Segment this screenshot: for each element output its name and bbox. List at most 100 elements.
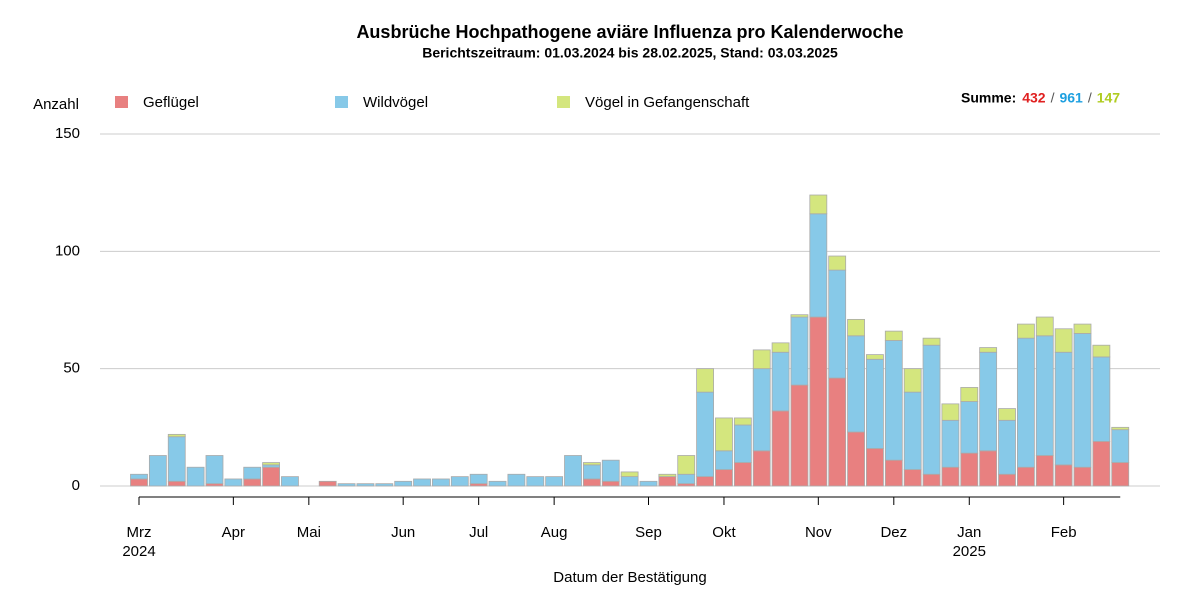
bar-segment — [998, 408, 1016, 421]
bar-segment — [167, 433, 186, 438]
bar-segment — [733, 417, 752, 426]
bar-segment — [167, 436, 186, 482]
x-tick-label: Jun — [391, 524, 415, 541]
bar-segment — [941, 403, 960, 421]
summary-total: 147 — [1097, 90, 1121, 106]
summary-total: 961 — [1059, 90, 1083, 106]
bar-segment — [564, 455, 582, 487]
legend-swatch — [557, 96, 570, 108]
bar-segment — [337, 483, 356, 487]
bar-segment — [356, 483, 375, 487]
bar-segment — [677, 455, 696, 475]
bar-segment — [620, 471, 639, 478]
bar-segment — [828, 377, 847, 487]
bar-segment — [469, 473, 488, 485]
bar-segment — [847, 431, 865, 487]
bar-segment — [205, 455, 224, 485]
summary-separator: / — [1051, 90, 1055, 106]
bar-segment — [960, 401, 979, 454]
y-axis-label: Anzahl — [33, 96, 79, 113]
bar-segment — [715, 417, 733, 452]
x-tick-label: Nov — [805, 524, 832, 541]
bar-segment — [545, 476, 564, 487]
bar-segment — [752, 450, 771, 487]
x-year-label: 2024 — [122, 543, 155, 560]
bar-segment — [696, 368, 714, 393]
bar-segment — [507, 473, 526, 487]
bar-segment — [941, 419, 960, 468]
bar-segment — [658, 476, 677, 487]
bar-segment — [130, 478, 148, 487]
bar-segment — [715, 469, 733, 487]
bar-segment — [903, 469, 922, 487]
bar-segment — [960, 387, 979, 402]
bar-segment — [639, 480, 658, 487]
bar-segment — [903, 368, 922, 393]
summary-label: Summe: — [961, 90, 1016, 106]
bar-segment — [1111, 429, 1130, 463]
bar-segment — [715, 450, 733, 470]
x-year-label: 2025 — [953, 543, 986, 560]
bar-segment — [262, 462, 280, 466]
bar-segment — [771, 342, 790, 353]
bar-segment — [601, 480, 620, 487]
legend-swatch — [335, 96, 348, 108]
bar-segment — [771, 410, 790, 487]
bar-segment — [1054, 464, 1073, 487]
bar-segment — [450, 476, 469, 487]
bar-segment — [582, 462, 601, 466]
legend-swatch — [115, 96, 128, 108]
y-tick-label: 150 — [55, 125, 80, 142]
legend-label: Wildvögel — [363, 94, 428, 111]
x-tick-label: Aug — [541, 524, 568, 541]
x-tick-label: Mrz — [127, 524, 152, 541]
bar-segment — [262, 466, 280, 487]
legend-label: Vögel in Gefangenschaft — [585, 94, 750, 111]
bar-segment — [790, 316, 809, 386]
bar-segment — [866, 354, 884, 360]
bar-segment — [582, 464, 601, 480]
y-tick-label: 50 — [63, 360, 80, 377]
y-tick-label: 0 — [72, 477, 80, 494]
bar-segment — [1073, 333, 1092, 468]
bar-segment — [167, 480, 186, 487]
bar-segment — [809, 316, 828, 487]
bar-segment — [828, 269, 847, 379]
bar-segment — [979, 347, 998, 353]
legend-label: Geflügel — [143, 94, 199, 111]
bar-segment — [243, 466, 262, 480]
x-tick-label: Mai — [297, 524, 321, 541]
bar-segment — [658, 473, 677, 478]
bar-segment — [318, 480, 337, 487]
bar-segment — [960, 452, 979, 487]
bar-segment — [677, 473, 696, 485]
bar-segment — [884, 340, 903, 461]
bar-segment — [998, 473, 1016, 487]
bar-segment — [884, 459, 903, 487]
bar-segment — [1016, 466, 1035, 487]
bar-segment — [922, 337, 941, 346]
chart-title: Ausbrüche Hochpathogene aviäre Influenza… — [356, 22, 903, 42]
bar-segment — [1016, 323, 1035, 339]
bar-segment — [601, 459, 620, 482]
x-tick-label: Feb — [1051, 524, 1077, 541]
bar-segment — [733, 424, 752, 463]
bar-segment — [1092, 344, 1111, 358]
bar-segment — [866, 448, 884, 487]
bar-segment — [733, 462, 752, 487]
bar-segment — [1073, 466, 1092, 487]
bar-segment — [922, 344, 941, 475]
bar-segment — [1035, 316, 1054, 337]
bar-segment — [790, 384, 809, 487]
bar-segment — [281, 476, 299, 487]
bar-segment — [243, 478, 262, 487]
bar-segment — [432, 478, 450, 487]
bar-segment — [696, 391, 714, 478]
summary-total: 432 — [1022, 90, 1046, 106]
bar-segment — [1016, 337, 1035, 468]
bar-segment — [224, 478, 243, 487]
bar-segment — [130, 473, 148, 480]
bar-segment — [828, 255, 847, 271]
bar-segment — [1092, 356, 1111, 442]
